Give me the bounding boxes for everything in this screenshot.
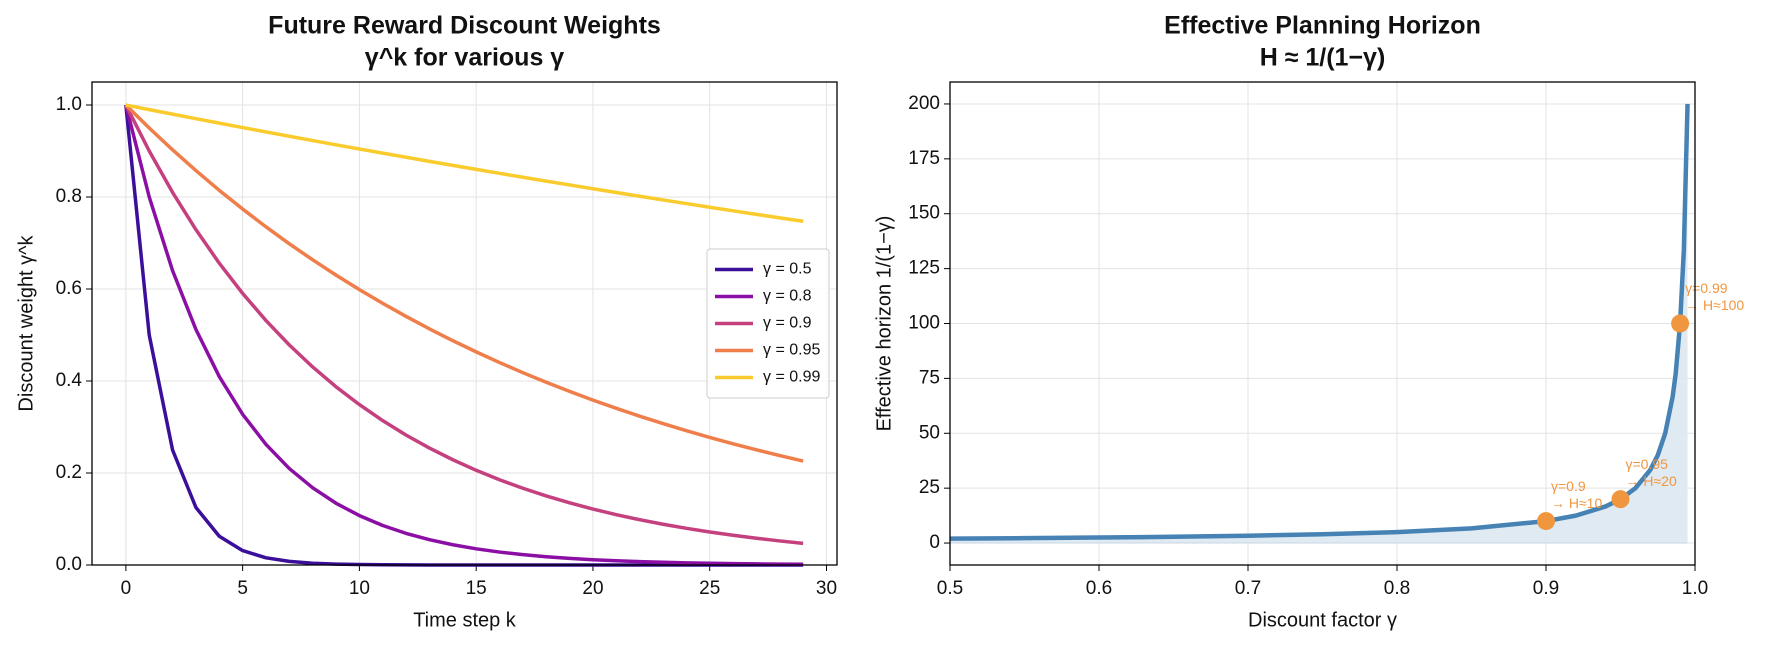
line-series — [124, 104, 804, 546]
x-tick-label: 25 — [699, 578, 720, 599]
y-tick-label: 0.2 — [56, 462, 82, 483]
y-tick-label: 150 — [908, 203, 940, 224]
y-tick-label: 200 — [908, 93, 940, 114]
y-axis-label: Effective horizon 1/(1−γ) — [873, 216, 895, 432]
chart-subtitle: γ^k for various γ — [365, 44, 564, 72]
x-tick-label: 1.0 — [1682, 578, 1708, 599]
annotation: γ=0.95 — [1626, 456, 1669, 472]
annotation: → H≈20 — [1626, 473, 1677, 489]
y-tick-label: 175 — [908, 148, 940, 169]
x-tick-label: 30 — [816, 578, 837, 599]
plot-frame — [949, 81, 1696, 566]
y-tick-label: 0.6 — [56, 278, 82, 299]
x-tick-label: 0 — [121, 578, 132, 599]
x-tick-label: 10 — [349, 578, 370, 599]
x-tick-label: 0.8 — [1384, 578, 1410, 599]
x-tick-label: 5 — [237, 578, 248, 599]
y-tick-label: 100 — [908, 313, 940, 334]
line-series — [125, 103, 804, 224]
marker-point — [1611, 490, 1630, 509]
x-tick-label: 0.5 — [937, 578, 963, 599]
x-tick-label: 0.6 — [1086, 578, 1112, 599]
chart-title: Effective Planning Horizon — [1164, 12, 1481, 40]
line-series — [124, 104, 804, 567]
line-series — [124, 104, 804, 567]
x-tick-label: 0.7 — [1235, 578, 1261, 599]
legend-label: γ = 0.8 — [763, 288, 812, 305]
chart-subtitle: H ≈ 1/(1−γ) — [1260, 44, 1386, 72]
marker-point — [1537, 512, 1555, 531]
legend-label: γ = 0.99 — [763, 369, 820, 386]
annotation: γ=0.99 — [1685, 280, 1728, 296]
x-tick-label: 20 — [582, 578, 603, 599]
annotation: → H≈10 — [1551, 495, 1602, 511]
annotation: → H≈100 — [1685, 297, 1744, 313]
marker-point — [1671, 314, 1690, 333]
legend-box — [706, 248, 830, 399]
y-tick-label: 1.0 — [56, 94, 82, 115]
legend-label: γ = 0.95 — [763, 342, 820, 359]
y-tick-label: 0.0 — [56, 554, 82, 575]
line-series — [124, 103, 804, 463]
annotation: γ=0.9 — [1551, 478, 1586, 494]
legend-label: γ = 0.9 — [763, 315, 812, 332]
x-axis-label: Time step k — [413, 609, 517, 631]
y-tick-label: 0 — [929, 532, 940, 553]
plot-frame — [91, 81, 838, 566]
line-series — [949, 103, 1690, 541]
x-tick-label: 15 — [466, 578, 487, 599]
y-tick-label: 0.8 — [56, 186, 82, 207]
x-axis-label: Discount factor γ — [1248, 609, 1397, 631]
y-tick-label: 125 — [908, 258, 940, 279]
y-tick-label: 75 — [919, 367, 940, 388]
y-tick-label: 0.4 — [56, 370, 83, 391]
y-axis-label: Discount weight γ^k — [15, 234, 37, 411]
chart-title: Future Reward Discount Weights — [268, 12, 661, 40]
y-tick-label: 50 — [919, 422, 940, 443]
legend-label: γ = 0.5 — [763, 261, 812, 278]
y-tick-label: 25 — [919, 477, 940, 498]
x-tick-label: 0.9 — [1533, 578, 1559, 599]
